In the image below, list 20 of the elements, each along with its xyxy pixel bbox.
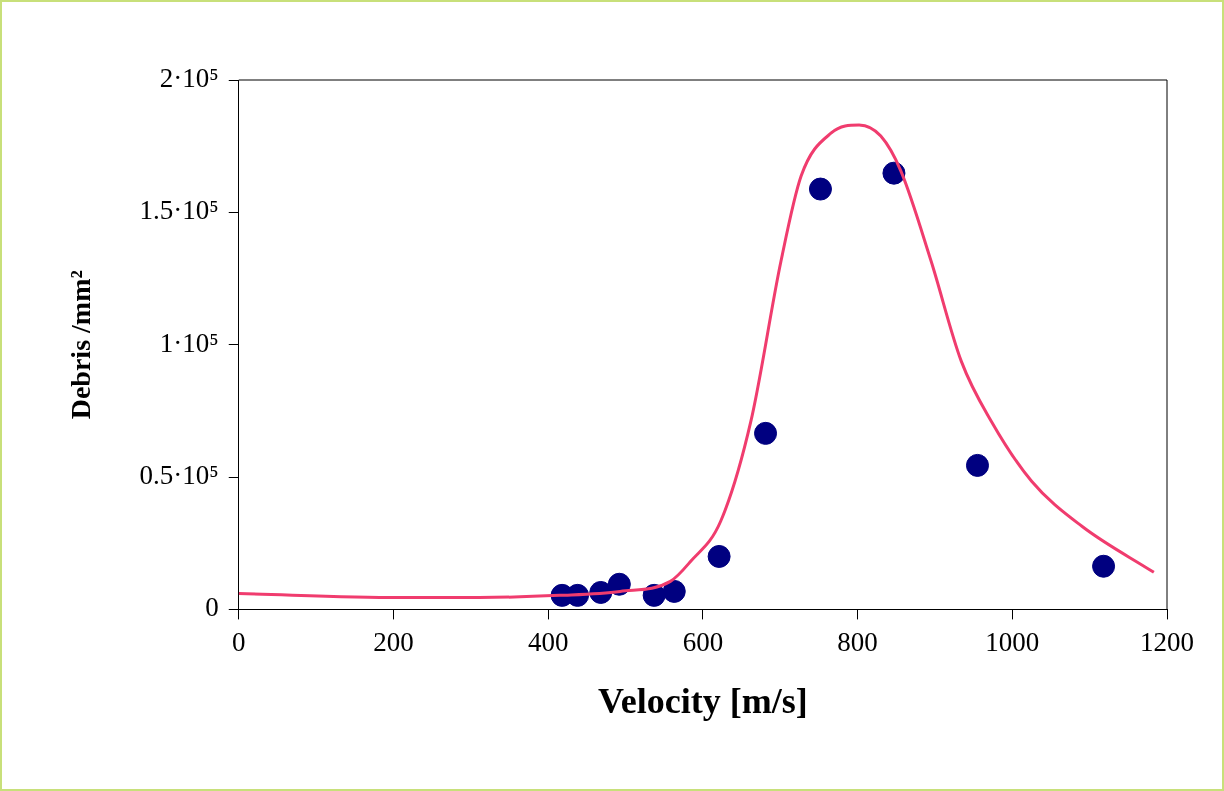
point [707, 544, 731, 568]
y-tick-label: 0 [205, 592, 219, 623]
point [1092, 554, 1116, 578]
y-tick-label: 0.5·10⁵ [139, 460, 219, 491]
y-tick-label: 1·10⁵ [159, 327, 219, 358]
point [662, 579, 686, 603]
y-tick-label: 1.5·10⁵ [139, 195, 219, 226]
y-axis-title: Debris /mm² [65, 270, 97, 420]
point [754, 421, 778, 445]
x-tick-label: 0 [232, 626, 246, 657]
x-tick-label: 400 [527, 626, 569, 657]
point [965, 453, 989, 477]
x-tick-label: 1200 [1140, 626, 1194, 657]
x-axis-title: Velocity [m/s] [598, 680, 808, 721]
point [808, 177, 832, 201]
x-tick-label: 1000 [985, 626, 1040, 657]
x-tick-label: 800 [837, 626, 878, 657]
x-tick-label: 200 [373, 626, 414, 657]
x-tick-label: 600 [682, 626, 724, 657]
y-tick-label: 2·10⁵ [159, 63, 219, 94]
